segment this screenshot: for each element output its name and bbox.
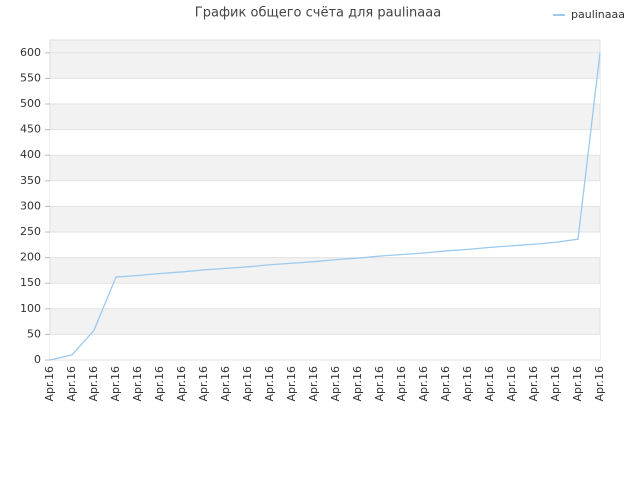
x-tick-label: Apr.16 (549, 366, 562, 402)
grid-band (50, 232, 600, 258)
line (49, 52, 601, 361)
x-tick-label: Apr.16 (395, 366, 408, 402)
y-tick-label: 0 (34, 353, 41, 366)
x-tick-label: Apr.16 (219, 366, 232, 402)
y-tick-label: 300 (20, 199, 41, 212)
y-tick-label: 250 (20, 225, 41, 238)
y-tick-label: 450 (20, 123, 41, 136)
x-tick-label: Apr.16 (197, 366, 210, 402)
grid-band (50, 129, 600, 156)
x-tick-label: Apr.16 (527, 366, 540, 402)
y-tick-label: 550 (20, 71, 41, 84)
x-tick-label: Apr.16 (483, 366, 496, 402)
y-tick-label: 100 (20, 302, 41, 315)
grid-band (50, 180, 600, 207)
x-tick-label: Apr.16 (131, 366, 144, 402)
grid-band (50, 78, 600, 104)
y-tick-label: 600 (20, 46, 41, 59)
x-tick-label: Apr.16 (43, 366, 56, 402)
x-tick-label: Apr.16 (65, 366, 78, 402)
x-tick-label: Apr.16 (329, 366, 342, 402)
grid-band (50, 283, 600, 309)
x-tick-label: Apr.16 (109, 366, 122, 402)
legend-label: paulinaaa (571, 8, 625, 21)
y-tick-label: 350 (20, 174, 41, 187)
x-tick-label: Apr.16 (87, 366, 100, 402)
y-tick-label: 500 (20, 97, 41, 110)
x-tick-label: Apr.16 (351, 366, 364, 402)
y-tick-label: 400 (20, 148, 41, 161)
y-tick-label: 200 (20, 251, 41, 264)
x-tick-label: Apr.16 (505, 366, 518, 402)
x-tick-label: Apr.16 (461, 366, 474, 402)
x-tick-label: Apr.16 (153, 366, 166, 402)
x-tick-label: Apr.16 (373, 366, 386, 402)
x-tick-label: Apr.16 (241, 366, 254, 402)
y-tick-label: 150 (20, 276, 41, 289)
x-tick-label: Apr.16 (285, 366, 298, 402)
x-tick-label: Apr.16 (439, 366, 452, 402)
x-tick-label: Apr.16 (263, 366, 276, 402)
grid-band (50, 334, 600, 360)
chart-title: График общего счёта для paulinaaa (195, 6, 441, 21)
x-tick-label: Apr.16 (593, 366, 606, 402)
x-tick-label: Apr.16 (571, 366, 584, 402)
x-tick-label: Apr.16 (417, 366, 430, 402)
x-tick-label: Apr.16 (175, 366, 188, 402)
x-tick-label: Apr.16 (307, 366, 320, 402)
y-tick-label: 50 (27, 327, 41, 340)
